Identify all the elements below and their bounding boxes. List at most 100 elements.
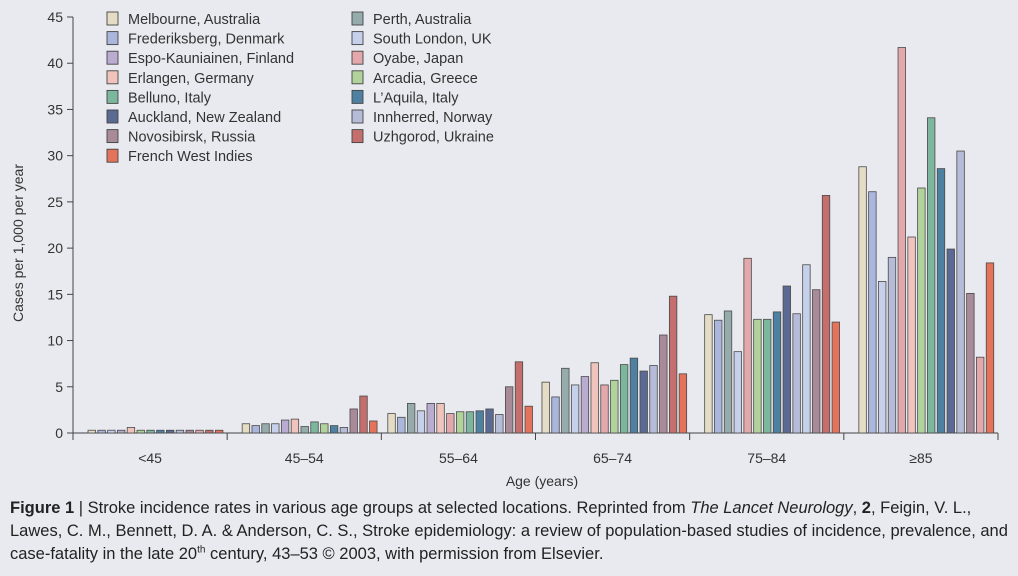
bar (369, 420, 378, 434)
bar (907, 236, 916, 434)
legend-item: Espo-Kauniainen, Finland (106, 50, 294, 67)
bar (205, 429, 214, 434)
y-tick-label: 20 (47, 240, 63, 256)
bar (280, 419, 290, 434)
bar (271, 423, 280, 434)
legend-swatch (106, 31, 119, 46)
bar (704, 314, 713, 434)
x-tick-label: ≥85 (909, 450, 932, 466)
caption-separator: | (74, 499, 88, 517)
legend-label: L’Aquila, Italy (373, 90, 459, 106)
legend-swatch (106, 50, 119, 65)
legend-swatch (106, 148, 119, 163)
bar (117, 429, 126, 434)
bar (475, 410, 484, 434)
bar (927, 117, 936, 434)
bar (878, 280, 887, 434)
y-tick-label: 15 (47, 286, 63, 302)
bar (436, 403, 445, 434)
bar (897, 47, 906, 434)
journal-name: The Lancet Neurology (690, 499, 853, 517)
bar (600, 384, 609, 434)
legend-label: Espo-Kauniainen, Finland (128, 51, 294, 67)
x-tick-label: 65–74 (593, 450, 632, 466)
bar (320, 423, 329, 434)
bar (821, 195, 831, 434)
bar (97, 429, 106, 434)
bar (416, 410, 426, 434)
bar (339, 427, 349, 434)
bar (524, 405, 533, 434)
bar (387, 413, 396, 434)
legend-swatch (351, 109, 364, 124)
y-tick-label: 35 (47, 101, 63, 117)
legend-label: Novosibirsk, Russia (128, 130, 256, 146)
legend-item: Perth, Australia (351, 11, 472, 28)
legend-item: Novosibirsk, Russia (106, 129, 256, 146)
bar (349, 408, 358, 434)
caption-text-1: Stroke incidence rates in various age gr… (87, 499, 691, 517)
bar (812, 289, 821, 434)
bar (772, 311, 782, 434)
legend-item: Uzhgorod, Ukraine (351, 129, 494, 146)
legend: Melbourne, Australia Frederiksberg, Denma… (106, 11, 494, 165)
y-tick-label: 40 (47, 55, 63, 71)
bar (868, 191, 877, 434)
legend-swatch (106, 109, 119, 124)
legend-label: Uzhgorod, Ukraine (373, 130, 494, 146)
bar (465, 411, 475, 434)
bar (485, 408, 494, 434)
legend-swatch (106, 129, 119, 144)
bar (397, 416, 406, 434)
x-tick-label: 45–54 (285, 450, 324, 466)
x-tick-label: <45 (138, 450, 162, 466)
x-tick-label: 55–64 (439, 450, 478, 466)
legend-item: Innherred, Norway (351, 109, 493, 126)
bar (629, 357, 639, 434)
bar (887, 256, 897, 434)
caption-text-2: , (852, 499, 862, 517)
bar (251, 425, 260, 434)
legend-swatch (351, 50, 364, 65)
bar (455, 411, 465, 434)
bar (753, 318, 762, 434)
legend-swatch (106, 89, 119, 104)
y-tick-label: 30 (47, 148, 63, 164)
bar (743, 257, 752, 434)
bar (570, 384, 580, 434)
bar (831, 321, 840, 434)
legend-item: French West Indies (106, 148, 253, 165)
bar (723, 310, 733, 434)
y-tick-label: 10 (47, 333, 63, 349)
bar (300, 426, 309, 434)
bar (514, 361, 524, 434)
bar (714, 319, 723, 434)
x-axis: <45 45–54 55–64 65–74 75–84 ≥85 (72, 432, 999, 466)
bar (426, 403, 435, 434)
journal-volume: 2 (861, 499, 871, 517)
legend-item: South London, UK (351, 31, 492, 48)
bar (165, 429, 175, 434)
bar (782, 285, 791, 434)
bar (733, 351, 742, 434)
legend-item: L’Aquila, Italy (351, 89, 459, 106)
y-tick-label: 0 (55, 425, 63, 441)
y-axis: 0 5 10 15 20 25 30 35 40 45 (47, 9, 74, 441)
legend-label: Oyabe, Japan (373, 51, 463, 67)
legend-label: Erlangen, Germany (128, 71, 254, 87)
bar (590, 362, 599, 434)
bar (214, 429, 224, 434)
bar (792, 313, 801, 434)
bar (956, 150, 965, 434)
bar (580, 376, 590, 434)
legend-swatch (106, 11, 119, 26)
legend-item: Arcadia, Greece (351, 70, 478, 87)
legend-swatch (351, 31, 364, 46)
legend-label: Melbourne, Australia (128, 12, 261, 28)
legend-swatch (351, 11, 364, 26)
bar (504, 386, 514, 434)
legend-label: Innherred, Norway (373, 110, 493, 126)
bar (936, 168, 946, 434)
bar (561, 367, 570, 434)
bar (802, 264, 811, 434)
